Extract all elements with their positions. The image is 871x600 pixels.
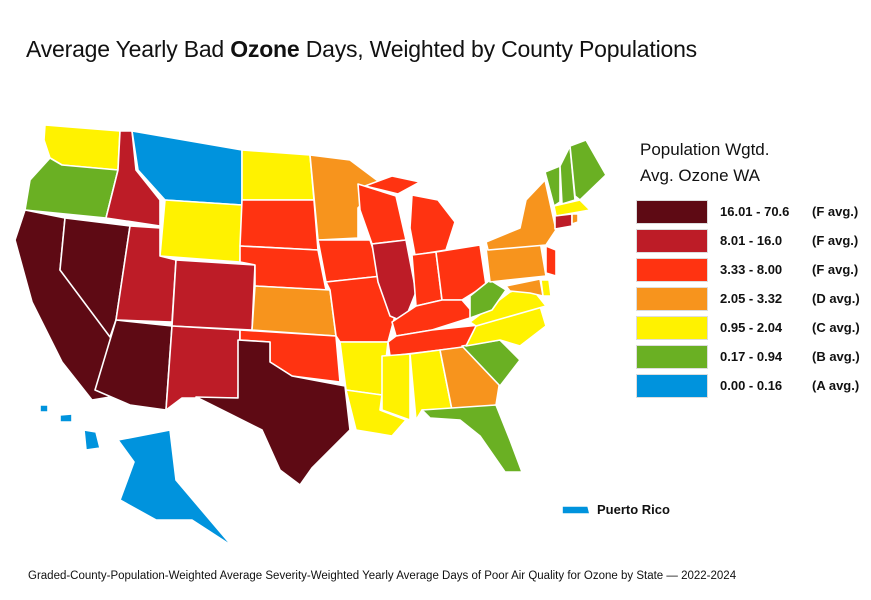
- state-va: [469, 285, 547, 327]
- state-ms: [381, 353, 411, 421]
- legend-title-line1: Population Wgtd.: [640, 140, 770, 159]
- state-mi: [364, 175, 421, 195]
- title-text: Average Yearly Bad: [26, 36, 231, 62]
- state-sd: [239, 199, 319, 251]
- state-md: [505, 278, 544, 297]
- legend-range: 0.00 - 0.16: [720, 378, 783, 393]
- state-ri: [571, 213, 579, 225]
- legend-swatch: [636, 257, 708, 282]
- legend-swatch: [636, 315, 708, 340]
- state-nd: [241, 149, 315, 201]
- legend-range: 3.33 - 8.00: [720, 262, 783, 277]
- legend-swatch: [636, 373, 708, 398]
- legend-grade: (B avg.): [812, 349, 860, 364]
- legend-title-line2: Avg. Ozone WA: [640, 166, 760, 185]
- legend-swatch: [636, 228, 708, 253]
- legend-item: 2.05 - 3.32 (D avg.): [636, 284, 860, 313]
- legend-grade: (A avg.): [812, 378, 860, 393]
- state-fl: [421, 404, 523, 473]
- state-me: [569, 139, 607, 201]
- state-hi: [59, 413, 73, 423]
- state-ma: [553, 199, 591, 217]
- legend-range: 0.95 - 2.04: [720, 320, 783, 335]
- state-hi: [39, 404, 49, 413]
- legend-grade: (F avg.): [812, 204, 859, 219]
- state-pr: [561, 505, 591, 515]
- legend-item: 0.17 - 0.94 (B avg.): [636, 342, 860, 371]
- legend-range: 2.05 - 3.32: [720, 291, 783, 306]
- state-ks: [251, 285, 337, 337]
- title-text-end: Days, Weighted by County Populations: [299, 36, 697, 62]
- footer-caption: Graded-County-Population-Weighted Averag…: [28, 570, 737, 582]
- state-ct: [554, 213, 573, 230]
- state-ny: [485, 179, 557, 251]
- legend-swatch: [636, 286, 708, 311]
- puerto-rico-label: Puerto Rico: [597, 502, 670, 517]
- state-ar: [339, 341, 389, 396]
- legend-item: 0.95 - 2.04 (C avg.): [636, 313, 860, 342]
- state-nj: [545, 245, 557, 277]
- legend-item: 0.00 - 0.16 (A avg.): [636, 371, 860, 400]
- state-co: [171, 259, 256, 331]
- legend-title: Population Wgtd. Avg. Ozone WA: [640, 137, 860, 189]
- legend-range: 8.01 - 16.0: [720, 233, 783, 248]
- legend-grade: (C avg.): [812, 320, 860, 335]
- legend-grade: (D avg.): [812, 291, 860, 306]
- legend-grade: (F avg.): [812, 233, 859, 248]
- legend-item: 16.01 - 70.6 (F avg.): [636, 197, 860, 226]
- legend-item: 8.01 - 16.0 (F avg.): [636, 226, 860, 255]
- legend: Population Wgtd. Avg. Ozone WA 16.01 - 7…: [636, 137, 860, 400]
- state-wy: [159, 199, 243, 263]
- title-bold: Ozone: [230, 36, 300, 62]
- state-mi: [409, 194, 456, 256]
- map-title: Average Yearly Bad Ozone Days, Weighted …: [26, 36, 697, 63]
- legend-grade: (F avg.): [812, 262, 859, 277]
- state-ak: [117, 429, 233, 547]
- legend-range: 16.01 - 70.6: [720, 204, 790, 219]
- state-vt: [544, 165, 561, 207]
- legend-item: 3.33 - 8.00 (F avg.): [636, 255, 860, 284]
- legend-range: 0.17 - 0.94: [720, 349, 783, 364]
- state-hi: [83, 429, 101, 451]
- legend-swatch: [636, 344, 708, 369]
- state-tx: [195, 339, 351, 486]
- state-wv: [469, 279, 507, 319]
- legend-swatch: [636, 199, 708, 224]
